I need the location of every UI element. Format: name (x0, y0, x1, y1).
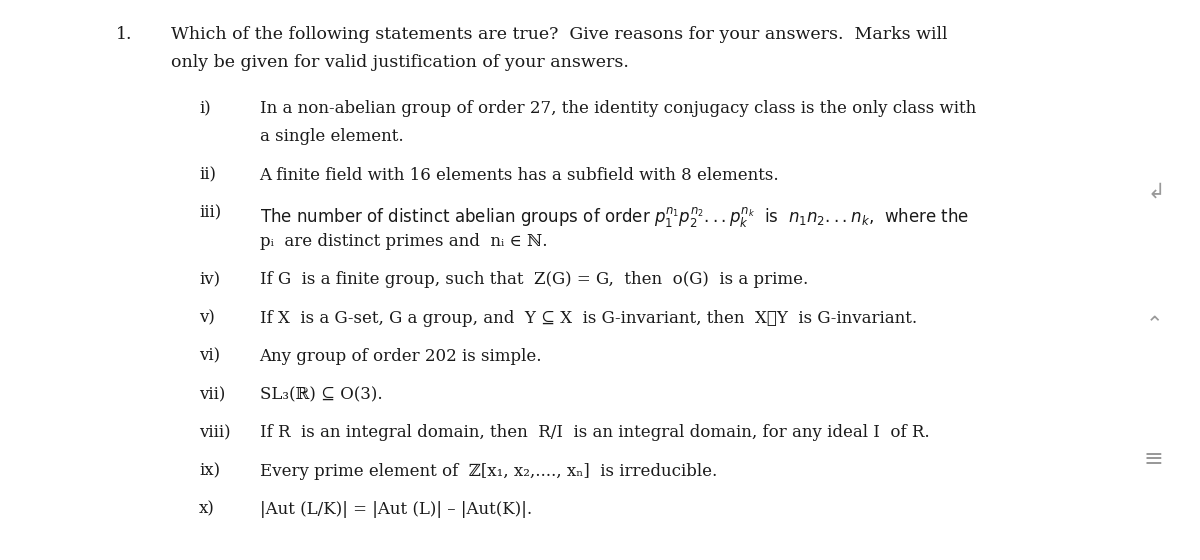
Text: SL₃(ℝ) ⊆ O(3).: SL₃(ℝ) ⊆ O(3). (259, 386, 383, 403)
Text: only be given for valid justification of your answers.: only be given for valid justification of… (170, 54, 629, 72)
Text: iv): iv) (199, 272, 221, 288)
Text: iii): iii) (199, 205, 221, 222)
Text: x): x) (199, 501, 215, 518)
Text: Every prime element of  ℤ[x₁, x₂,...., xₙ]  is irreducible.: Every prime element of ℤ[x₁, x₂,...., xₙ… (259, 463, 716, 479)
Text: |Aut (L/K)| = |Aut (L)| – |Aut(K)|.: |Aut (L/K)| = |Aut (L)| – |Aut(K)|. (259, 501, 532, 518)
Text: ≡: ≡ (1144, 446, 1163, 470)
Text: The number of distinct abelian groups of order $p_1^{n_1}p_2^{n_2}...p_k^{n_k}$ : The number of distinct abelian groups of… (259, 205, 968, 230)
Text: vii): vii) (199, 386, 226, 403)
Text: Any group of order 202 is simple.: Any group of order 202 is simple. (259, 348, 542, 365)
Text: If R  is an integral domain, then  R/I  is an integral domain, for any ideal I  : If R is an integral domain, then R/I is … (259, 424, 929, 441)
Text: If G  is a finite group, such that  Z(G) = G,  then  o(G)  is a prime.: If G is a finite group, such that Z(G) =… (259, 272, 808, 288)
Text: i): i) (199, 100, 211, 117)
Text: pᵢ  are distinct primes and  nᵢ ∈ ℕ.: pᵢ are distinct primes and nᵢ ∈ ℕ. (259, 233, 547, 250)
Text: ii): ii) (199, 166, 216, 184)
Text: ⌃: ⌃ (1146, 315, 1163, 335)
Text: viii): viii) (199, 424, 230, 441)
Text: v): v) (199, 310, 215, 326)
Text: A finite field with 16 elements has a subfield with 8 elements.: A finite field with 16 elements has a su… (259, 166, 779, 184)
Text: 1.: 1. (116, 26, 132, 43)
Text: ↲: ↲ (1148, 181, 1165, 202)
Text: a single element.: a single element. (259, 128, 403, 145)
Text: vi): vi) (199, 348, 221, 365)
Text: ix): ix) (199, 463, 221, 479)
Text: In a non-abelian group of order 27, the identity conjugacy class is the only cla: In a non-abelian group of order 27, the … (259, 100, 976, 117)
Text: Which of the following statements are true?  Give reasons for your answers.  Mar: Which of the following statements are tr… (170, 26, 947, 43)
Text: If X  is a G-set, G a group, and  Y ⊆ X  is G-invariant, then  X∖Y  is G-invaria: If X is a G-set, G a group, and Y ⊆ X is… (259, 310, 917, 326)
